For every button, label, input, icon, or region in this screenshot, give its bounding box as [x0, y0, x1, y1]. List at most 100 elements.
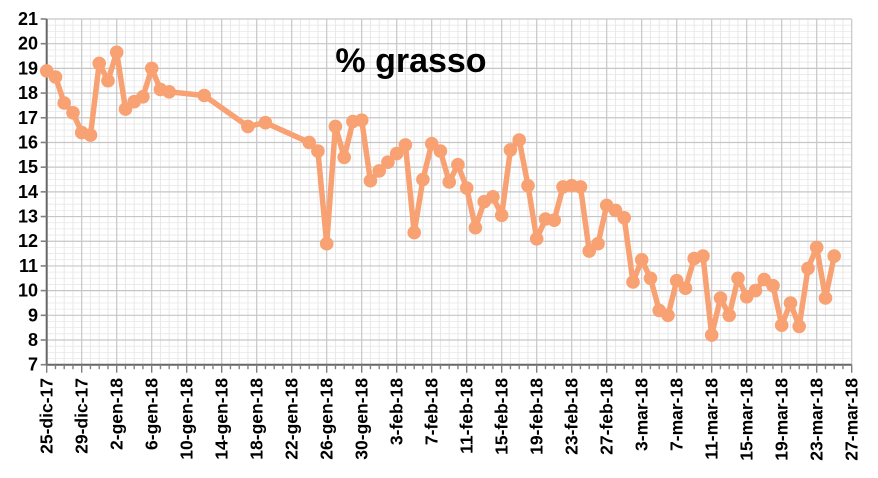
y-tick-label: 19	[18, 58, 38, 78]
data-point-marker	[381, 155, 395, 169]
x-tick-label: 15-mar-18	[737, 378, 757, 461]
data-point-marker	[241, 119, 255, 134]
y-tick-label: 18	[18, 83, 38, 103]
data-point-marker	[162, 85, 176, 99]
data-point-marker	[459, 181, 474, 195]
x-tick-label: 30-gen-18	[352, 378, 372, 460]
x-tick-label: 10-gen-18	[177, 378, 197, 460]
x-tick-label: 7-feb-18	[422, 378, 442, 445]
data-point-marker	[678, 281, 693, 296]
data-series	[39, 45, 841, 342]
x-tick-label: 7-mar-18	[667, 378, 687, 451]
data-point-marker	[503, 143, 518, 157]
data-point-marker	[48, 70, 63, 84]
data-point-marker	[101, 73, 115, 88]
data-point-marker	[66, 106, 80, 120]
data-point-marker	[92, 56, 106, 71]
data-point-marker	[363, 173, 378, 188]
data-point-marker	[354, 113, 369, 127]
data-point-marker	[468, 220, 483, 235]
data-point-marker	[319, 236, 334, 251]
x-tick-label: 11-mar-18	[702, 378, 722, 460]
data-point-marker	[494, 208, 509, 223]
y-tick-label: 11	[19, 256, 38, 276]
data-point-marker	[801, 261, 815, 276]
data-point-marker	[529, 232, 544, 246]
data-point-marker	[398, 138, 413, 152]
y-tick-label: 8	[28, 330, 38, 350]
data-point-marker	[696, 249, 710, 263]
data-point-marker	[416, 172, 430, 187]
data-point-marker	[617, 211, 631, 225]
data-point-marker	[442, 175, 457, 189]
x-tick-label: 14-gen-18	[212, 378, 232, 460]
y-tick-label: 13	[18, 207, 38, 227]
y-tick-label: 12	[18, 231, 38, 251]
data-point-marker	[136, 90, 150, 104]
tick-marks	[40, 18, 853, 373]
chart-title: % grasso	[335, 42, 486, 80]
data-point-marker	[704, 328, 719, 342]
x-tick-label: 23-feb-18	[562, 378, 582, 455]
data-point-marker	[748, 283, 763, 298]
y-tick-label: 7	[28, 355, 38, 375]
data-point-marker	[643, 271, 658, 286]
data-point-marker	[197, 88, 211, 103]
x-tick-label: 25-dic-17	[37, 378, 57, 454]
data-point-marker	[783, 296, 798, 310]
y-tick-label: 10	[18, 281, 38, 301]
data-point-marker	[302, 135, 317, 150]
data-point-marker	[661, 308, 675, 323]
x-tick-label: 3-feb-18	[387, 378, 407, 445]
data-point-marker	[451, 157, 465, 172]
data-point-marker	[626, 275, 640, 289]
data-point-marker	[389, 146, 404, 161]
data-point-marker	[713, 291, 728, 305]
data-point-marker	[634, 252, 649, 267]
data-point-marker	[328, 119, 343, 134]
x-tick-label: 23-mar-18	[807, 378, 827, 461]
data-point-marker	[512, 133, 526, 147]
x-axis-labels: 25-dic-17 29-dic-17 2-gen-18 6-gen-18 10-gen…	[37, 378, 862, 461]
data-point-marker	[521, 178, 535, 193]
y-tick-label: 16	[18, 132, 38, 152]
data-point-marker	[818, 291, 833, 305]
y-tick-label: 21	[18, 9, 38, 29]
major-gridlines	[46, 18, 853, 365]
data-point-marker	[311, 144, 325, 158]
data-point-marker	[792, 319, 806, 334]
x-tick-label: 15-feb-18	[492, 378, 512, 455]
x-tick-label: 29-dic-17	[72, 378, 92, 454]
data-point-marker	[144, 61, 159, 76]
data-point-marker	[337, 150, 352, 165]
data-point-marker	[731, 271, 745, 286]
data-point-marker	[486, 190, 500, 204]
x-tick-label: 27-mar-18	[842, 378, 862, 461]
x-tick-label: 26-gen-18	[317, 378, 337, 460]
data-point-marker	[83, 128, 98, 142]
y-tick-label: 15	[18, 157, 38, 177]
data-point-marker	[109, 45, 124, 60]
x-tick-label: 19-feb-18	[527, 378, 547, 455]
data-point-marker	[258, 115, 273, 130]
x-tick-label: 6-gen-18	[142, 378, 162, 450]
data-point-marker	[774, 318, 789, 333]
x-tick-label: 18-gen-18	[247, 378, 267, 460]
data-point-marker	[573, 180, 588, 194]
data-point-marker	[722, 308, 736, 323]
x-tick-label: 19-mar-18	[772, 378, 792, 461]
y-axis-labels: 7 8 9 10 11 12 13 14 15 16 17 18 19 20 21	[18, 9, 38, 375]
data-point-marker	[591, 236, 605, 251]
x-tick-label: 27-feb-18	[597, 378, 617, 455]
data-point-marker	[766, 278, 780, 293]
y-tick-label: 20	[18, 34, 38, 54]
data-point-marker	[372, 164, 387, 178]
data-point-marker	[433, 144, 448, 158]
x-tick-label: 2-gen-18	[107, 378, 127, 450]
x-tick-label: 3-mar-18	[632, 378, 652, 451]
data-point-marker	[809, 240, 824, 255]
x-tick-label: 22-gen-18	[282, 378, 302, 460]
y-tick-label: 9	[28, 305, 38, 325]
